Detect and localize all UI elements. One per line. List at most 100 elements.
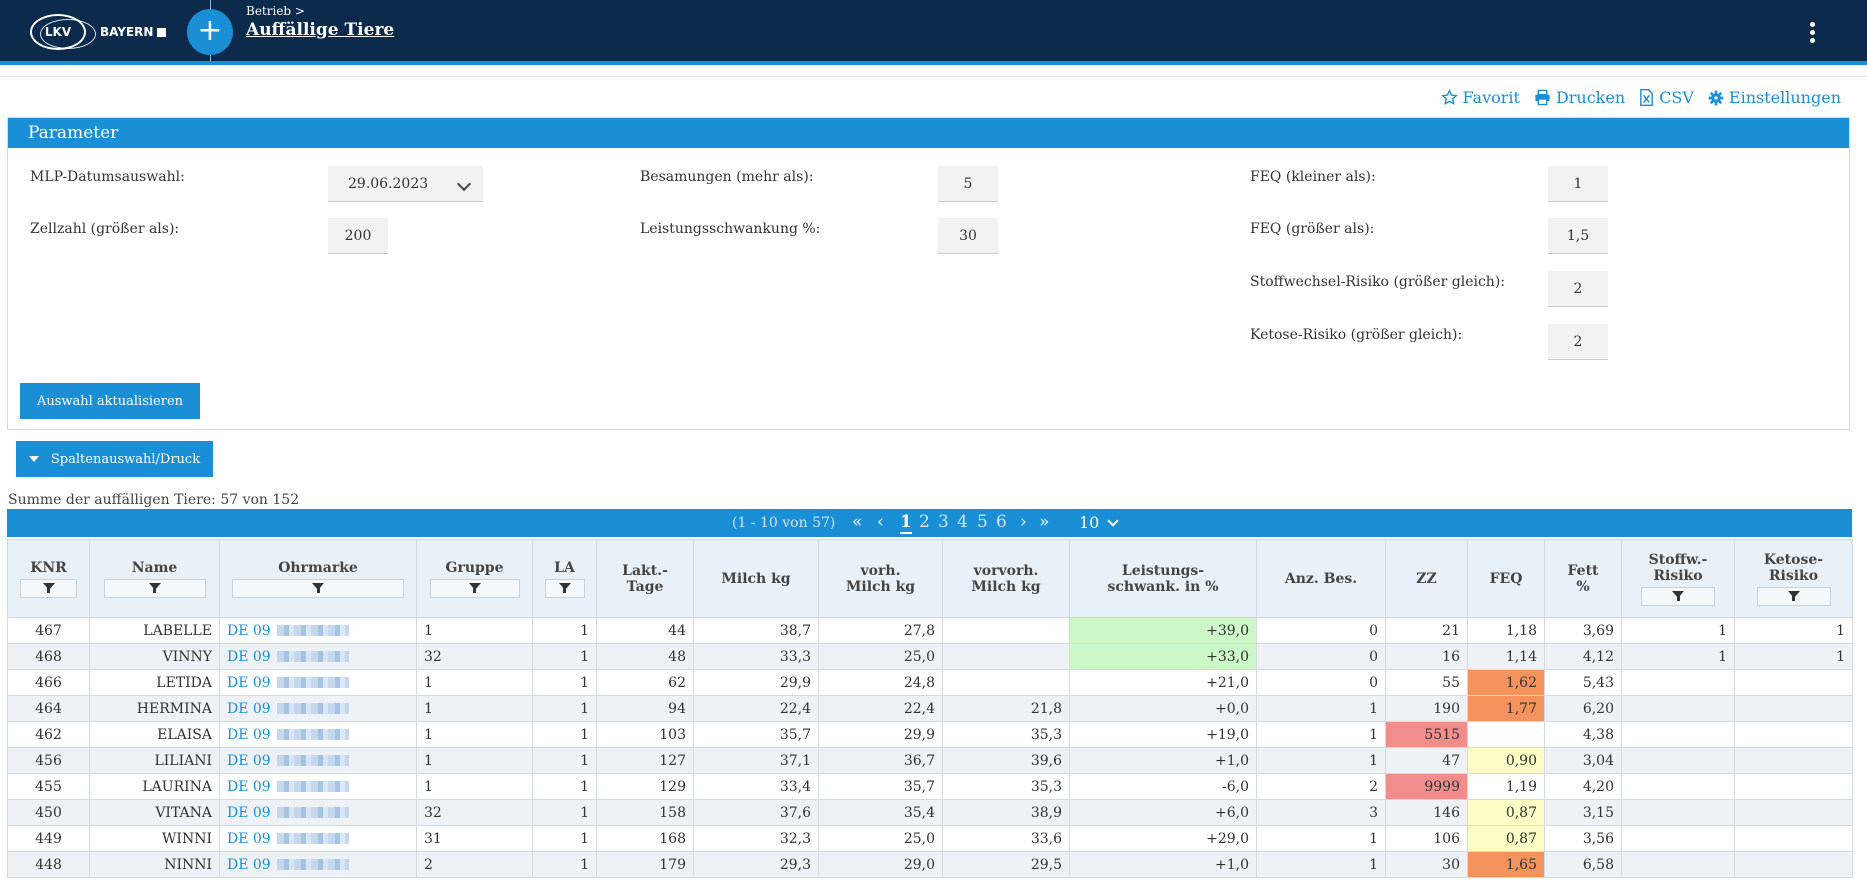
table-row[interactable]: 466 LETIDA DE 09 1 1 62 29,9 24,8 +21,0 0 55 1,62 5,… <box>7 669 1853 696</box>
col-lakt-tage[interactable]: Lakt.- Tage <box>596 539 694 618</box>
col-anz-bes[interactable]: Anz. Bes. <box>1256 539 1386 618</box>
page-4[interactable]: 4 <box>957 512 968 532</box>
col-knr[interactable]: KNR <box>7 539 90 618</box>
col-gruppe[interactable]: Gruppe <box>416 539 533 618</box>
filter-icon[interactable] <box>20 578 77 598</box>
cell-fett: 4,20 <box>1544 773 1622 800</box>
col-ohrmarke[interactable]: Ohrmarke <box>219 539 417 618</box>
cell-ohr[interactable]: DE 09 <box>219 799 417 826</box>
page-6[interactable]: 6 <box>996 512 1007 532</box>
col-feq[interactable]: FEQ <box>1467 539 1545 618</box>
col-vorh-milch[interactable]: vorh. Milch kg <box>818 539 943 618</box>
cell-ohr[interactable]: DE 09 <box>219 773 417 800</box>
table-row[interactable]: 450 VITANA DE 09 32 1 158 37,6 35,4 38,9 +6,0 3 146… <box>7 799 1853 826</box>
favorite-action[interactable]: Favorit <box>1440 88 1520 107</box>
filter-icon[interactable] <box>1641 586 1715 606</box>
filter-icon[interactable] <box>103 578 206 598</box>
cell-gruppe: 32 <box>416 799 533 826</box>
table-row[interactable]: 448 NINNI DE 09 2 1 179 29,3 29,0 29,5 +1,0 1 30 1,6… <box>7 851 1853 878</box>
col-la-label: LA <box>554 559 575 576</box>
prev-page-icon[interactable]: ‹ <box>877 512 884 532</box>
col-lakt-label-2: Tage <box>626 578 664 595</box>
page-title[interactable]: Auffällige Tiere <box>246 20 395 40</box>
lkv-logo[interactable]: LKV BAYERN <box>30 12 167 52</box>
next-page-icon[interactable]: › <box>1020 512 1027 532</box>
col-ketose[interactable]: Ketose- Risiko <box>1734 539 1853 618</box>
col-gruppe-label: Gruppe <box>445 559 504 576</box>
table-row[interactable]: 449 WINNI DE 09 31 1 168 32,3 25,0 33,6 +29,0 1 106… <box>7 825 1853 852</box>
table-row[interactable]: 468 VINNY DE 09 32 1 48 33,3 25,0 +33,0 0 16 1,14 4,… <box>7 643 1853 670</box>
besamungen-input[interactable]: 5 <box>938 166 998 202</box>
page-2[interactable]: 2 <box>919 512 930 532</box>
cell-ohr[interactable]: DE 09 <box>219 825 417 852</box>
cell-ohr[interactable]: DE 09 <box>219 617 417 644</box>
page-1[interactable]: 1 <box>900 512 912 534</box>
col-stoff-label-2: Risiko <box>1653 567 1703 584</box>
col-name[interactable]: Name <box>89 539 220 618</box>
cell-ohr[interactable]: DE 09 <box>219 643 417 670</box>
ear-tag-link[interactable]: DE 09 <box>227 856 271 873</box>
cell-vorh: 36,7 <box>818 747 943 774</box>
update-selection-button[interactable]: Auswahl aktualisieren <box>20 383 200 419</box>
table-row[interactable]: 467 LABELLE DE 09 1 1 44 38,7 27,8 +39,0 0 21 1,18 3… <box>7 617 1853 644</box>
col-stoffwechsel[interactable]: Stoffw.- Risiko <box>1621 539 1735 618</box>
col-vorvorh-milch[interactable]: vorvorh. Milch kg <box>942 539 1070 618</box>
col-milch[interactable]: Milch kg <box>693 539 819 618</box>
cell-ohr[interactable]: DE 09 <box>219 851 417 878</box>
table-row[interactable]: 464 HERMINA DE 09 1 1 94 22,4 22,4 21,8 +0,0 1 190 1… <box>7 695 1853 722</box>
settings-action[interactable]: Einstellungen <box>1708 88 1841 107</box>
cell-ohr[interactable]: DE 09 <box>219 747 417 774</box>
page-size-select[interactable]: 10 <box>1079 513 1120 532</box>
besamungen-label: Besamungen (mehr als): <box>640 169 814 185</box>
print-action[interactable]: Drucken <box>1534 88 1625 107</box>
filter-icon[interactable] <box>1756 586 1831 606</box>
first-page-icon[interactable]: « <box>852 512 863 532</box>
breadcrumb[interactable]: Betrieb > <box>246 4 305 18</box>
col-la[interactable]: LA <box>532 539 597 618</box>
page-5[interactable]: 5 <box>977 512 988 532</box>
filter-icon[interactable] <box>429 578 520 598</box>
cell-vorvorh: 35,3 <box>942 773 1070 800</box>
page-3[interactable]: 3 <box>938 512 949 532</box>
cell-stoff <box>1621 825 1735 852</box>
ear-tag-link[interactable]: DE 09 <box>227 752 271 769</box>
table-row[interactable]: 462 ELAISA DE 09 1 1 103 35,7 29,9 35,3 +19,0 1 551… <box>7 721 1853 748</box>
table-row[interactable]: 455 LAURINA DE 09 1 1 129 33,4 35,7 35,3 -6,0 2 999… <box>7 773 1853 800</box>
col-leistung[interactable]: Leistungs-schwank. in % <box>1069 539 1257 618</box>
ear-tag-link[interactable]: DE 09 <box>227 778 271 795</box>
col-zz[interactable]: ZZ <box>1385 539 1468 618</box>
feq-big-input[interactable]: 1,5 <box>1548 218 1608 254</box>
cell-ohr[interactable]: DE 09 <box>219 721 417 748</box>
filter-icon[interactable] <box>232 578 404 598</box>
more-menu-icon[interactable] <box>1810 22 1816 46</box>
ear-tag-link[interactable]: DE 09 <box>227 726 271 743</box>
ear-tag-link[interactable]: DE 09 <box>227 674 271 691</box>
ear-tag-link[interactable]: DE 09 <box>227 830 271 847</box>
cell-knr: 449 <box>7 825 90 852</box>
cell-ketose: 1 <box>1734 643 1853 670</box>
cell-ohr[interactable]: DE 09 <box>219 669 417 696</box>
zellzahl-input[interactable]: 200 <box>328 218 388 254</box>
stoffwechsel-input[interactable]: 2 <box>1548 271 1608 307</box>
csv-action[interactable]: CSV <box>1639 88 1694 107</box>
cell-ohr[interactable]: DE 09 <box>219 695 417 722</box>
col-fett[interactable]: Fett% <box>1544 539 1622 618</box>
ear-tag-link[interactable]: DE 09 <box>227 804 271 821</box>
ear-tag-link[interactable]: DE 09 <box>227 622 271 639</box>
last-page-icon[interactable]: » <box>1039 512 1050 532</box>
ear-tag-link[interactable]: DE 09 <box>227 648 271 665</box>
table-row[interactable]: 456 LILIANI DE 09 1 1 127 37,1 36,7 39,6 +1,0 1 47 0… <box>7 747 1853 774</box>
ear-tag-link[interactable]: DE 09 <box>227 700 271 717</box>
col-stoff-label-1: Stoffw.- <box>1648 551 1708 568</box>
cell-name: LAURINA <box>89 773 220 800</box>
column-selection-button[interactable]: Spaltenauswahl/Druck <box>16 441 213 477</box>
mlp-date-select[interactable]: 29.06.2023 <box>328 166 483 202</box>
cell-vorh: 29,9 <box>818 721 943 748</box>
cell-leist: +33,0 <box>1069 643 1257 670</box>
filter-icon[interactable] <box>544 578 585 598</box>
leistung-input[interactable]: 30 <box>938 218 998 254</box>
ketose-input[interactable]: 2 <box>1548 324 1608 360</box>
add-button[interactable]: + <box>187 9 233 55</box>
feq-small-input[interactable]: 1 <box>1548 166 1608 202</box>
cell-vorvorh <box>942 669 1070 696</box>
